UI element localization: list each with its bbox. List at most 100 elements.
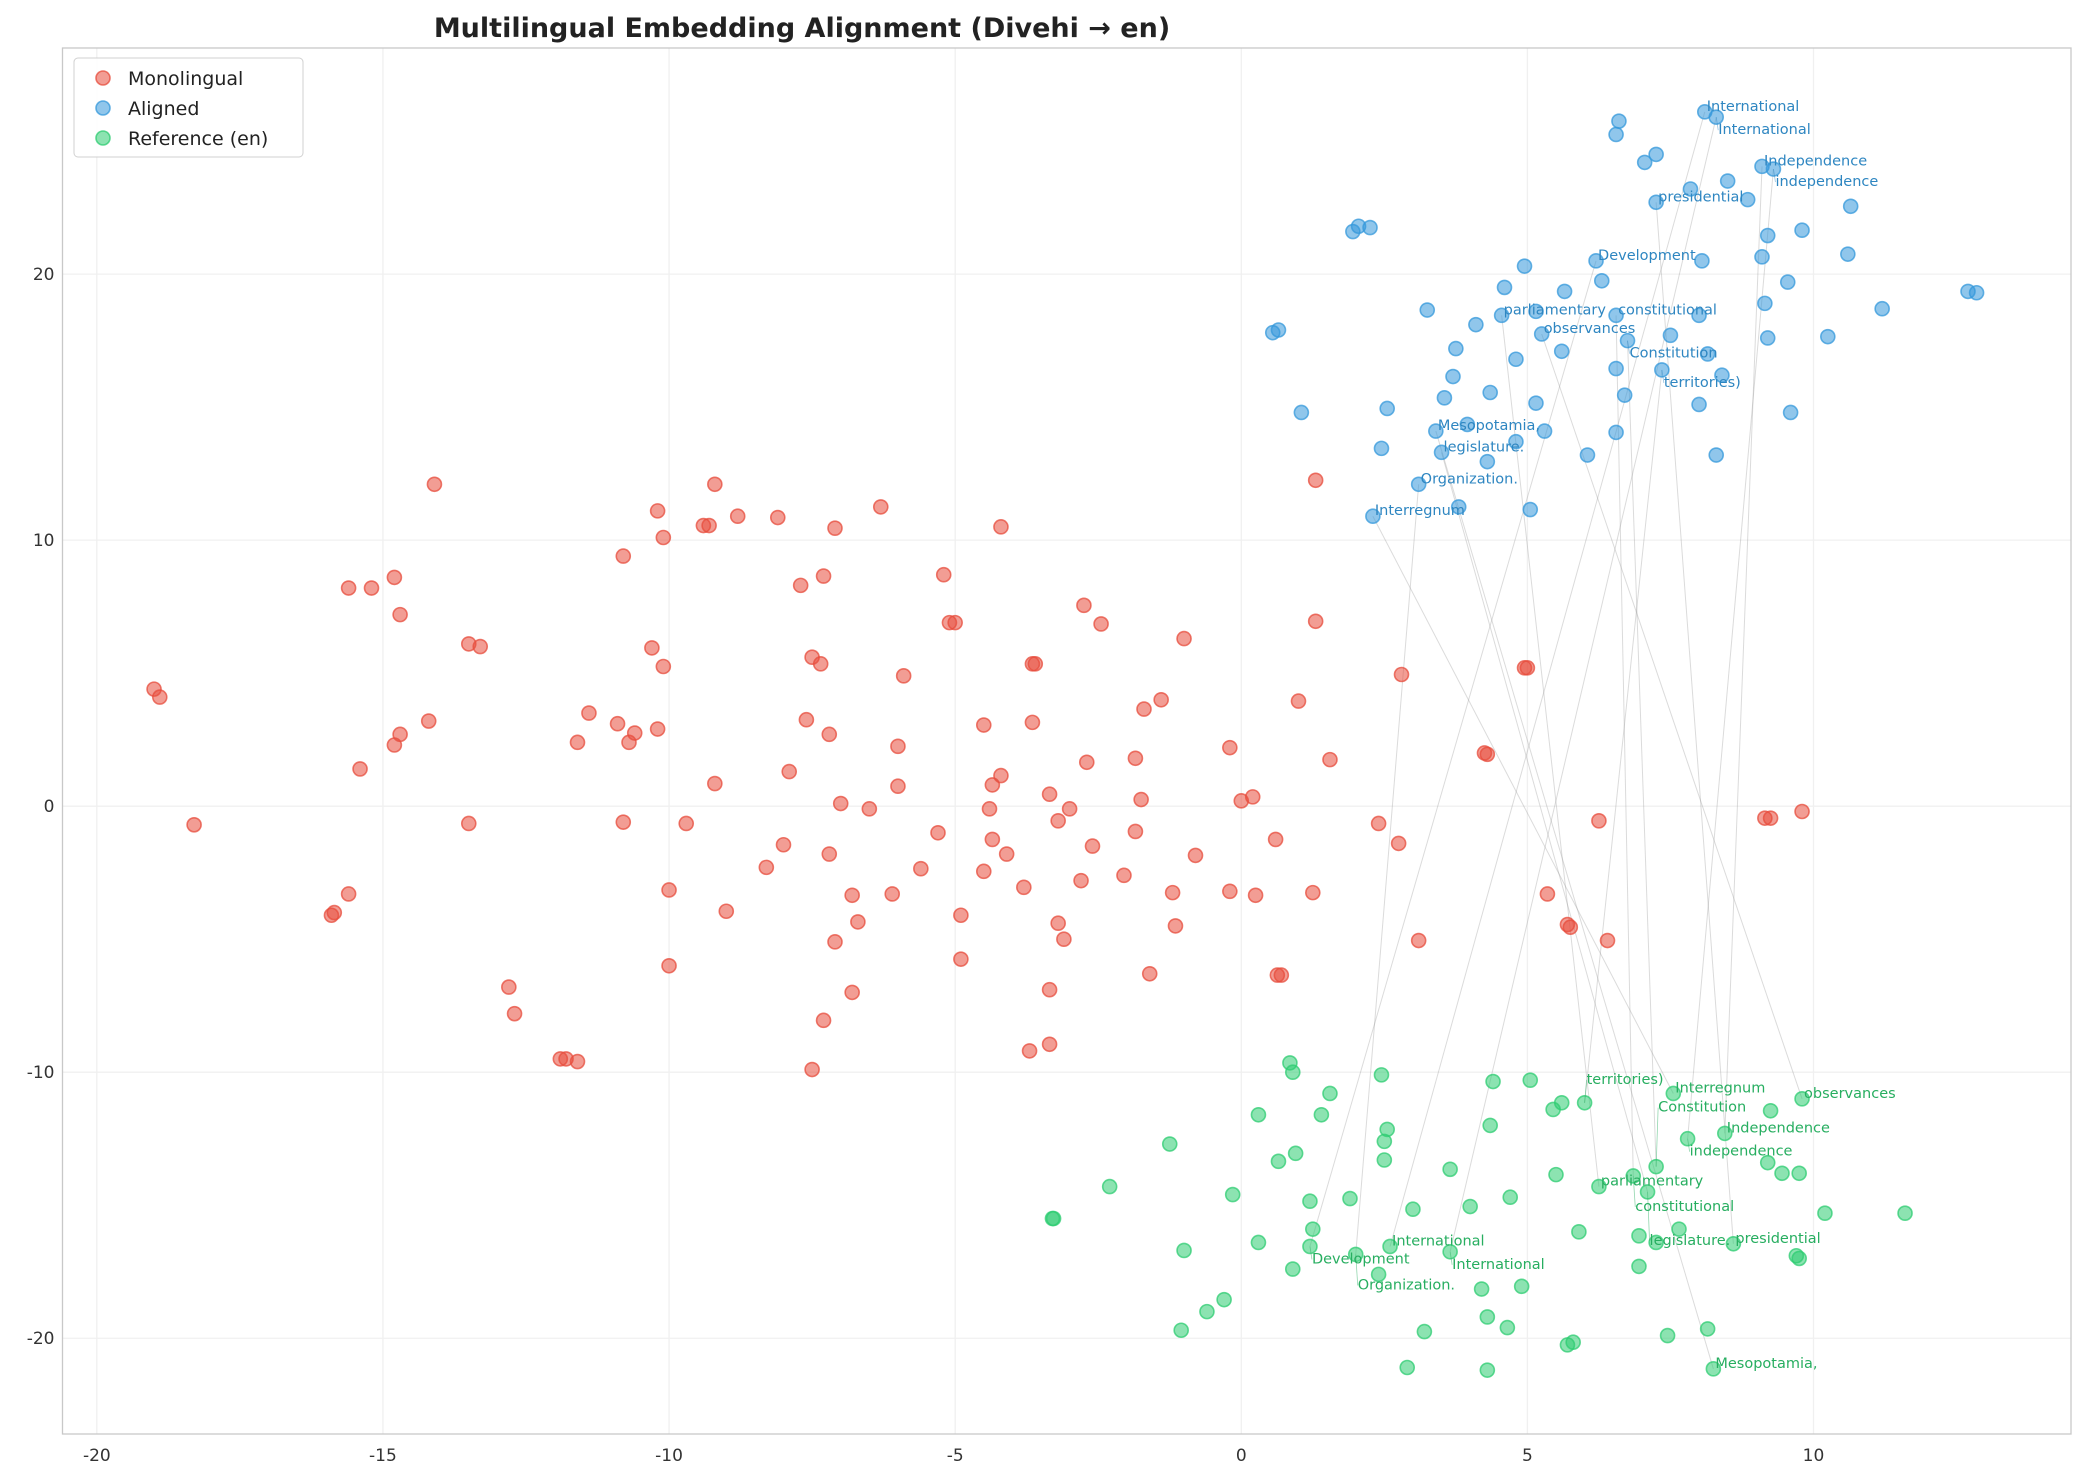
legend-label: Monolingual <box>128 68 243 90</box>
data-point <box>1373 1067 1390 1083</box>
reference-word-label: Mesopotamia, <box>1715 1356 1817 1372</box>
data-point <box>340 886 357 902</box>
data-point <box>501 979 517 995</box>
data-point <box>1393 666 1410 683</box>
data-point <box>1390 835 1407 852</box>
data-point <box>1608 126 1624 143</box>
data-point <box>151 689 168 705</box>
alignment-line <box>1389 111 1706 1247</box>
data-point <box>1041 981 1058 998</box>
data-point <box>1499 1319 1516 1336</box>
data-point <box>913 860 929 877</box>
data-point <box>827 934 843 950</box>
aligned-word-label: Mesopotamia, <box>1438 418 1540 434</box>
data-point <box>1084 838 1101 854</box>
aligned-word-label: Development <box>1598 248 1696 264</box>
data-point <box>1290 693 1307 709</box>
data-point <box>1093 616 1109 632</box>
data-point <box>1027 656 1044 672</box>
series-reference-en <box>1044 1055 1913 1378</box>
data-point <box>392 606 408 623</box>
data-point <box>1322 1085 1338 1102</box>
data-point <box>758 859 775 876</box>
data-point <box>1101 1178 1118 1195</box>
data-point <box>1056 931 1072 947</box>
data-point <box>1224 1186 1241 1203</box>
data-point <box>1284 1261 1301 1277</box>
data-point <box>953 951 969 967</box>
aligned-word-label: International <box>1718 122 1811 138</box>
data-point <box>472 638 489 655</box>
data-point <box>1782 404 1799 421</box>
data-point <box>1167 918 1184 934</box>
data-point <box>1754 249 1770 265</box>
label-leader-line <box>1309 1246 1313 1260</box>
data-point <box>1462 1198 1478 1215</box>
data-point <box>392 726 408 743</box>
data-point <box>1659 1327 1676 1344</box>
data-point <box>1250 1106 1267 1123</box>
data-point <box>1513 1278 1530 1295</box>
data-point <box>1479 746 1496 763</box>
alignment-line <box>1449 117 1717 1252</box>
x-tick-label: -20 <box>83 1446 111 1466</box>
data-point <box>729 508 746 525</box>
data-point <box>1450 499 1467 515</box>
reference-word-label: observances <box>1804 1086 1896 1102</box>
data-point <box>655 529 672 546</box>
data-point <box>1714 367 1730 384</box>
x-tick-label: 0 <box>1236 1446 1247 1466</box>
reference-word-label: International <box>1452 1257 1545 1273</box>
label-leader-line <box>1715 117 1719 131</box>
data-point <box>1762 1102 1779 1119</box>
data-point <box>1840 246 1856 262</box>
alignment-line <box>1687 168 1774 1139</box>
data-point <box>1665 1085 1682 1102</box>
data-point <box>1250 1234 1267 1251</box>
data-point <box>1631 1258 1647 1275</box>
reference-word-label: Development <box>1312 1251 1410 1267</box>
legend-marker <box>95 100 111 116</box>
data-point <box>1050 813 1066 829</box>
data-point <box>804 1061 820 1078</box>
data-point <box>1636 154 1653 171</box>
alignment-line <box>1627 340 1657 1167</box>
aligned-word-label: Interregnum <box>1375 503 1465 519</box>
data-point <box>1794 222 1810 239</box>
aligned-word-label: parliamentary <box>1504 302 1607 318</box>
data-point <box>1379 400 1395 417</box>
data-point <box>1591 1178 1607 1195</box>
series-monolingual <box>146 472 1810 1078</box>
label-leader-line <box>1661 369 1665 383</box>
data-point <box>1691 396 1707 413</box>
data-point <box>844 984 860 1001</box>
data-point <box>1591 813 1607 829</box>
alignment-line <box>1355 484 1420 1255</box>
data-point <box>1479 453 1496 470</box>
data-point <box>1608 307 1624 324</box>
data-point <box>1699 346 1716 362</box>
data-point <box>1662 327 1679 344</box>
aligned-word-label: territories) <box>1664 375 1741 391</box>
data-point <box>1050 915 1066 932</box>
data-point <box>1691 307 1707 324</box>
data-point <box>707 775 723 792</box>
data-point <box>1164 884 1181 901</box>
aligned-word-label: Organization. <box>1421 471 1518 487</box>
data-point <box>1133 791 1149 808</box>
data-point <box>1508 351 1524 368</box>
data-point <box>1419 302 1436 318</box>
data-point <box>815 1012 832 1029</box>
data-point <box>1522 1072 1539 1088</box>
data-point <box>1222 739 1238 756</box>
data-point <box>1305 1221 1321 1237</box>
reference-word-label: legislature. <box>1650 1233 1731 1249</box>
data-point <box>1608 360 1624 377</box>
data-point <box>1817 1205 1833 1221</box>
series-aligned <box>1264 104 1985 525</box>
data-point <box>1379 1121 1395 1138</box>
data-point <box>1127 750 1144 767</box>
data-point <box>649 503 666 519</box>
reference-word-label: independence <box>1690 1144 1793 1160</box>
data-point <box>426 476 443 493</box>
